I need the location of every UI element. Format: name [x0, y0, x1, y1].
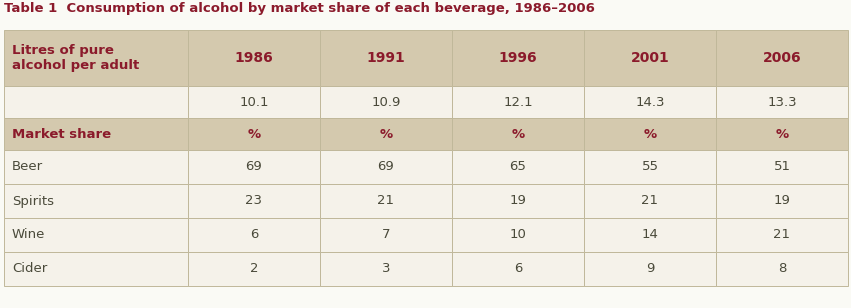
Text: %: % — [775, 128, 789, 140]
Bar — [452, 30, 584, 86]
Text: 55: 55 — [642, 160, 659, 173]
Bar — [320, 184, 452, 218]
Text: 8: 8 — [778, 262, 786, 275]
Bar — [716, 184, 848, 218]
Text: 69: 69 — [378, 160, 394, 173]
Bar — [716, 30, 848, 86]
Text: 12.1: 12.1 — [503, 95, 533, 108]
Bar — [4, 118, 188, 150]
Text: 21: 21 — [378, 194, 395, 208]
Bar — [188, 184, 320, 218]
Bar — [716, 252, 848, 286]
Bar — [4, 218, 188, 252]
Text: %: % — [643, 128, 657, 140]
Bar — [452, 184, 584, 218]
Text: 14: 14 — [642, 229, 659, 241]
Text: Beer: Beer — [12, 160, 43, 173]
Bar — [4, 184, 188, 218]
Text: Table 1  Consumption of alcohol by market share of each beverage, 1986–2006: Table 1 Consumption of alcohol by market… — [4, 2, 595, 15]
Bar — [452, 86, 584, 118]
Bar — [584, 218, 716, 252]
Bar — [584, 184, 716, 218]
Bar — [452, 118, 584, 150]
Text: Spirits: Spirits — [12, 194, 54, 208]
Text: 14.3: 14.3 — [635, 95, 665, 108]
Bar — [4, 252, 188, 286]
Text: %: % — [248, 128, 260, 140]
Text: Market share: Market share — [12, 128, 111, 140]
Bar — [716, 218, 848, 252]
Text: 10: 10 — [510, 229, 527, 241]
Bar — [584, 86, 716, 118]
Bar — [188, 118, 320, 150]
Bar — [188, 252, 320, 286]
Text: 10.1: 10.1 — [239, 95, 269, 108]
Text: 19: 19 — [774, 194, 791, 208]
Text: 51: 51 — [774, 160, 791, 173]
Bar — [4, 150, 188, 184]
Bar — [584, 150, 716, 184]
Bar — [452, 218, 584, 252]
Text: 2001: 2001 — [631, 51, 670, 65]
Text: %: % — [511, 128, 524, 140]
Text: 3: 3 — [382, 262, 391, 275]
Bar — [452, 150, 584, 184]
Text: 1986: 1986 — [235, 51, 273, 65]
Text: Litres of pure
alcohol per adult: Litres of pure alcohol per adult — [12, 44, 140, 72]
Text: 1991: 1991 — [367, 51, 405, 65]
Bar — [188, 218, 320, 252]
Text: 2006: 2006 — [762, 51, 802, 65]
Bar — [452, 252, 584, 286]
Text: 13.3: 13.3 — [768, 95, 797, 108]
Text: 21: 21 — [774, 229, 791, 241]
Text: 10.9: 10.9 — [371, 95, 401, 108]
Text: 6: 6 — [514, 262, 523, 275]
Bar — [320, 150, 452, 184]
Text: 65: 65 — [510, 160, 527, 173]
Text: 21: 21 — [642, 194, 659, 208]
Text: 6: 6 — [250, 229, 258, 241]
Bar — [188, 150, 320, 184]
Bar — [320, 30, 452, 86]
Text: 19: 19 — [510, 194, 527, 208]
Bar — [716, 118, 848, 150]
Text: 9: 9 — [646, 262, 654, 275]
Text: Wine: Wine — [12, 229, 45, 241]
Bar — [4, 30, 188, 86]
Bar — [4, 86, 188, 118]
Bar — [716, 150, 848, 184]
Text: Cider: Cider — [12, 262, 48, 275]
Text: 1996: 1996 — [499, 51, 537, 65]
Text: 7: 7 — [382, 229, 391, 241]
Bar — [188, 30, 320, 86]
Bar — [188, 86, 320, 118]
Bar — [320, 86, 452, 118]
Text: %: % — [380, 128, 392, 140]
Text: 69: 69 — [246, 160, 262, 173]
Text: 23: 23 — [245, 194, 262, 208]
Bar — [584, 30, 716, 86]
Bar — [320, 218, 452, 252]
Bar — [716, 86, 848, 118]
Bar — [584, 118, 716, 150]
Text: 2: 2 — [249, 262, 258, 275]
Bar — [320, 118, 452, 150]
Bar — [320, 252, 452, 286]
Bar — [584, 252, 716, 286]
